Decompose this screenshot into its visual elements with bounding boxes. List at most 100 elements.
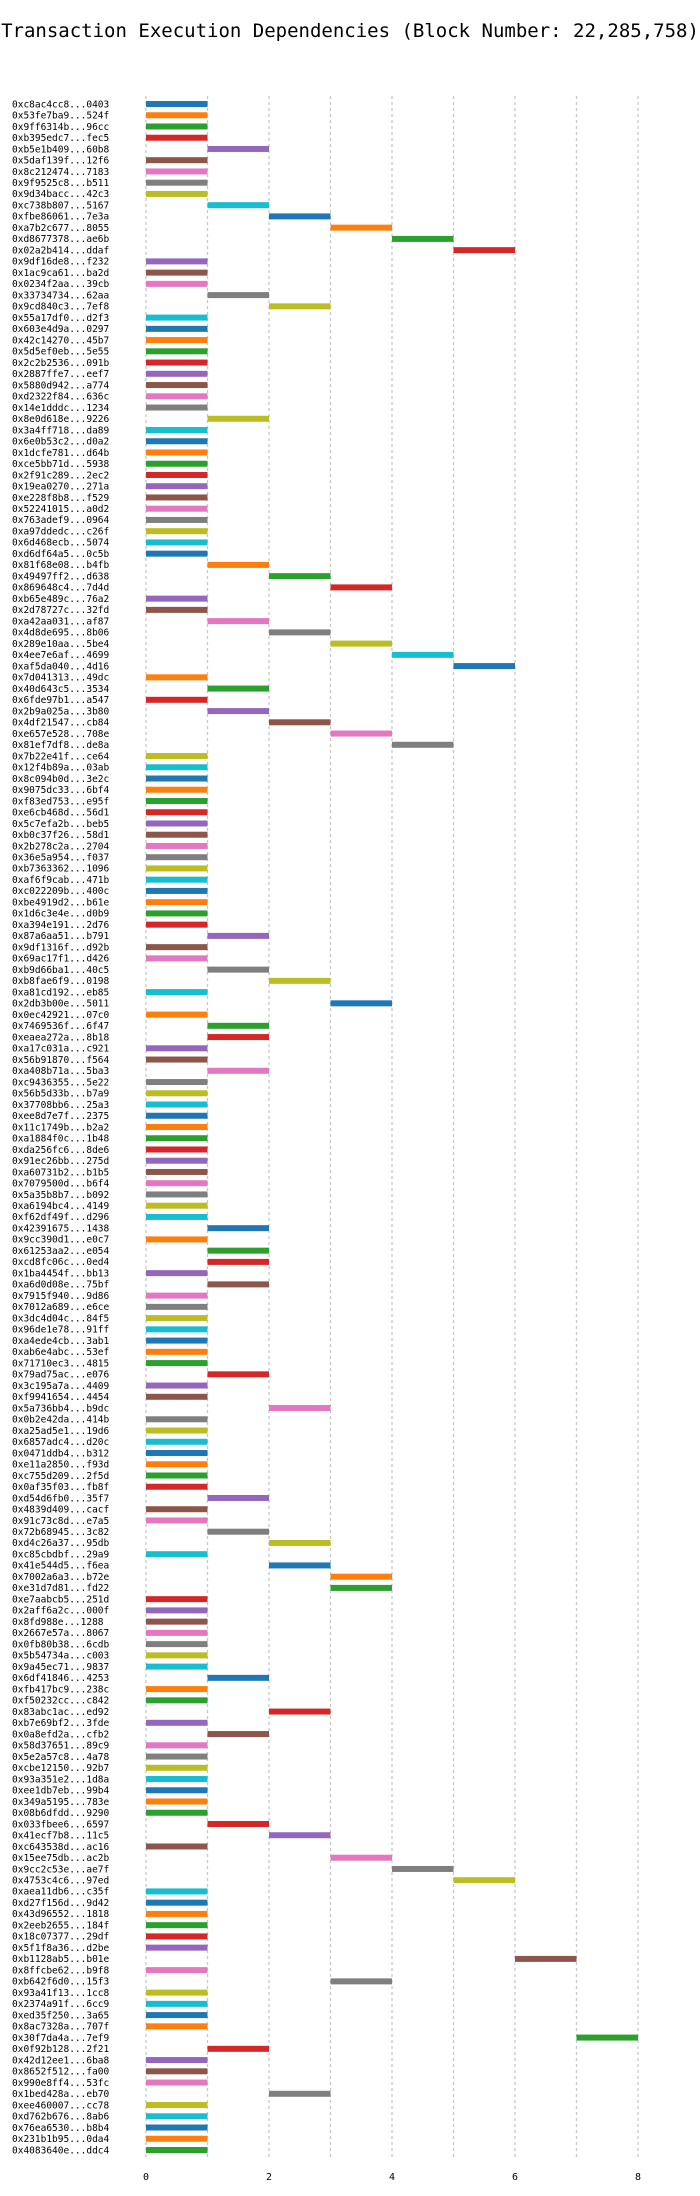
transaction-bar: [146, 337, 208, 344]
transaction-bar: [207, 1022, 269, 1029]
transaction-bar: [146, 1776, 208, 1783]
transaction-bar: [207, 1731, 269, 1738]
transaction-label: 0xd8677378...ae6b: [12, 234, 110, 245]
transaction-bar: [207, 1247, 269, 1254]
transaction-label: 0xee8d7e7f...2375: [12, 1111, 109, 1122]
transaction-bar: [146, 112, 208, 119]
transaction-label: 0x19ea0270...271a: [12, 482, 109, 493]
transaction-label: 0xb5e1b409...60b8: [12, 144, 110, 155]
grid-lines: [145, 96, 639, 2158]
transaction-bar: [146, 797, 208, 804]
transaction-label: 0xc9436355...5e22: [12, 1077, 109, 1088]
transaction-bar: [207, 1034, 269, 1041]
transaction-bar: [576, 2034, 638, 2041]
transaction-bar: [146, 359, 208, 366]
transaction-label: 0x72b68945...3c82: [12, 1527, 109, 1538]
transaction-label: 0x55a17df0...d2f3: [12, 313, 109, 324]
transaction-label: 0x52241015...a0d2: [12, 504, 109, 515]
transaction-bar: [269, 303, 331, 310]
x-tick-label: 8: [635, 2172, 641, 2183]
transaction-label: 0xe11a2850...f93d: [12, 1460, 109, 1471]
transaction-label: 0xd4c26a37...95db: [12, 1538, 110, 1549]
transaction-label: 0x3a4ff718...da89: [12, 425, 110, 436]
transaction-label: 0x36e5a954...f037: [12, 852, 109, 863]
transaction-label: 0x0fb80b38...6cdb: [12, 1639, 110, 1650]
transaction-label: 0x11c1749b...b2a2: [12, 1122, 109, 1133]
transaction-bar: [207, 1258, 269, 1265]
transaction-label: 0xc022209b...400c: [12, 886, 109, 897]
transaction-label: 0xb395edc7...fec5: [12, 133, 109, 144]
transaction-label: 0xaf6f9cab...471b: [12, 875, 110, 886]
transaction-label: 0xa1884f0c...1b48: [12, 1134, 110, 1145]
transaction-label: 0x58d37651...89c9: [12, 1741, 110, 1752]
transaction-bar: [146, 842, 208, 849]
transaction-label: 0xab6e4abc...53ef: [12, 1347, 109, 1358]
transaction-bar: [146, 1888, 208, 1895]
transaction-label: 0xe228f8b8...f529: [12, 493, 110, 504]
transaction-bar: [207, 415, 269, 422]
transaction-label: 0x0f92b128...2f21: [12, 2044, 110, 2055]
transaction-label: 0x3c195a7a...4409: [12, 1381, 110, 1392]
transaction-label: 0x5daf139f...12f6: [12, 156, 110, 167]
transaction-bar: [330, 224, 392, 231]
transaction-bar: [146, 1124, 208, 1130]
transaction-bar: [146, 258, 208, 265]
transaction-bar: [269, 719, 331, 726]
transaction-label: 0x8e0d618e...9226: [12, 414, 110, 425]
transaction-label: 0x2b9a025a...3b80: [12, 706, 110, 717]
transaction-bar: [330, 640, 392, 647]
transaction-bar: [146, 1742, 208, 1749]
transaction-bar: [269, 573, 331, 580]
transaction-bar: [146, 325, 208, 332]
transaction-bar: [146, 1652, 208, 1659]
transaction-bar: [146, 460, 208, 467]
transaction-label: 0x869648c4...7d4d: [12, 583, 109, 594]
transaction-label: 0xee1db7eb...99b4: [12, 1786, 110, 1797]
transaction-label: 0x2db3b00e...5011: [12, 999, 110, 1010]
transaction-label: 0x49497ff2...d638: [12, 571, 110, 582]
transaction-bar: [146, 1899, 208, 1906]
transaction-bar: [392, 235, 454, 242]
transaction-label: 0x76ea6530...b8b4: [12, 2123, 110, 2134]
transaction-bar: [146, 1056, 208, 1063]
transaction-bar: [146, 123, 208, 130]
transaction-bar: [146, 899, 208, 906]
transaction-bar: [330, 584, 392, 591]
transaction-label: 0x9a45ec71...9837: [12, 1662, 109, 1673]
transaction-bar: [146, 2079, 208, 2086]
transaction-label: 0xd6df64a5...0c5b: [12, 549, 110, 560]
transaction-bar: [146, 2124, 208, 2131]
transaction-bar: [207, 145, 269, 152]
transaction-bar: [146, 1944, 208, 1951]
transaction-bar: [146, 168, 208, 175]
transaction-label: 0x2f91c289...2ec2: [12, 470, 109, 481]
transaction-label: 0x5a35b8b7...b092: [12, 1190, 109, 1201]
transaction-label: 0x79ad75ac...e076: [12, 1370, 110, 1381]
transaction-label: 0x5b54734a...c003: [12, 1651, 109, 1662]
transaction-bar: [146, 1933, 208, 1940]
transaction-bar: [146, 1843, 208, 1850]
transaction-bar: [330, 1573, 392, 1580]
transaction-label: 0xc755d209...2f5d: [12, 1471, 109, 1482]
transaction-bar: [146, 393, 208, 400]
transaction-bar: [207, 1067, 269, 1074]
transaction-label: 0x8c212474...7183: [12, 167, 109, 178]
transaction-label: 0x02a2b414...ddaf: [12, 245, 109, 256]
transaction-bar: [269, 2090, 331, 2097]
transaction-label: 0x033fbee6...6597: [12, 1819, 109, 1830]
transaction-label: 0xb0c37f26...58d1: [12, 830, 110, 841]
transaction-label: 0x7d041313...49dc: [12, 673, 109, 684]
transaction-bar: [146, 1551, 208, 1558]
transaction-label: 0x42c14270...45b7: [12, 335, 109, 346]
transaction-bar: [146, 2147, 208, 2153]
transaction-bar: [146, 1506, 208, 1513]
transaction-bar: [269, 1708, 331, 1715]
transaction-bar: [330, 1854, 392, 1861]
x-tick-label: 0: [143, 2172, 149, 2183]
transaction-label: 0x4083640e...ddc4: [12, 2145, 110, 2156]
transaction-label: 0x1bed428a...eb70: [12, 2089, 110, 2100]
transaction-label: 0x41ecf7b8...11c5: [12, 1831, 109, 1842]
transaction-bar: [146, 190, 208, 197]
transaction-label: 0xe7aabcb5...251d: [12, 1594, 109, 1605]
transaction-label: 0x56b91870...f564: [12, 1055, 110, 1066]
